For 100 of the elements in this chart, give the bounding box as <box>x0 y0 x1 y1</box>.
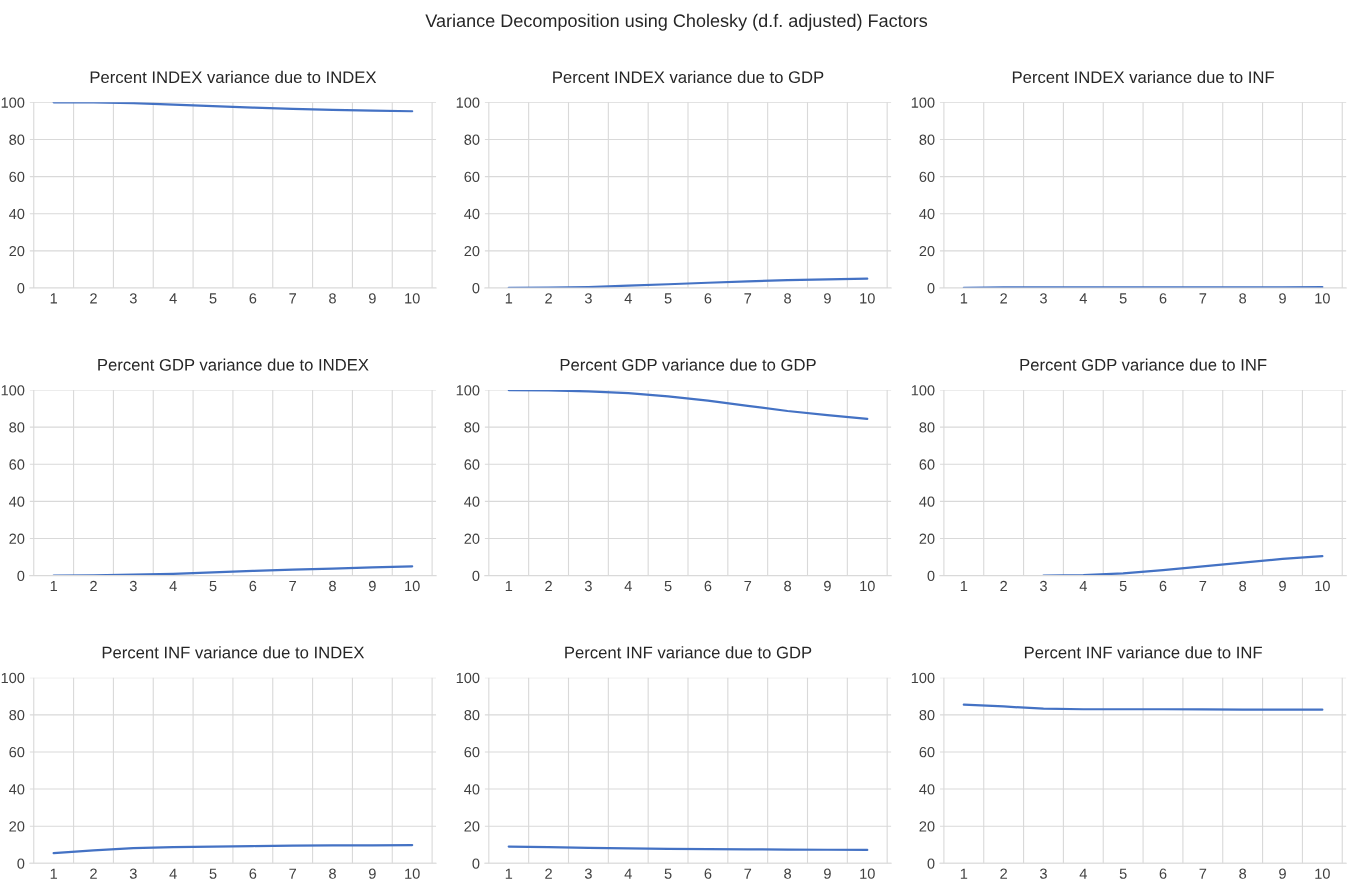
y-tick-label: 100 <box>456 385 480 396</box>
x-tick-label: 8 <box>784 293 792 304</box>
y-tick-label: 40 <box>9 496 25 507</box>
y-tick-label: 100 <box>456 672 480 684</box>
x-tick-label: 4 <box>624 868 632 879</box>
y-tick-label: 40 <box>464 496 480 507</box>
y-tick-label: 20 <box>464 533 480 544</box>
y-tick-label: 20 <box>919 533 935 544</box>
x-tick-label: 3 <box>584 868 592 879</box>
x-tick-label: 5 <box>209 868 217 879</box>
x-tick-label: 3 <box>129 868 137 879</box>
y-tick-label: 20 <box>464 245 480 257</box>
x-tick-label: 6 <box>249 580 257 592</box>
x-tick-label: 5 <box>664 581 672 592</box>
x-tick-label: 2 <box>90 580 97 592</box>
x-tick-label: 9 <box>824 868 831 879</box>
x-tick-label: 2 <box>1000 868 1007 879</box>
y-tick-label: 60 <box>464 747 480 758</box>
y-tick-label: 60 <box>919 459 935 470</box>
y-tick-label: 20 <box>9 821 25 832</box>
y-tick-label: 80 <box>464 709 480 721</box>
x-tick-label: 1 <box>505 293 513 304</box>
y-tick-label: 100 <box>1 672 25 684</box>
x-tick-label: 8 <box>329 580 336 592</box>
x-tick-label: 6 <box>1159 580 1167 592</box>
y-tick-label: 0 <box>472 283 480 294</box>
x-tick-label: 9 <box>368 868 376 879</box>
y-tick-label: 100 <box>911 97 935 108</box>
y-tick-label: 20 <box>919 821 935 832</box>
y-tick-label: 40 <box>919 208 935 220</box>
y-tick-label: 100 <box>1 97 25 108</box>
y-tick-label: 40 <box>9 208 25 220</box>
x-tick-label: 7 <box>1199 293 1207 304</box>
x-tick-label: 3 <box>1039 868 1047 879</box>
chart-title: Percent INDEX variance due to INDEX <box>90 70 377 84</box>
x-tick-label: 10 <box>860 580 875 592</box>
y-tick-label: 0 <box>472 858 480 869</box>
x-tick-label: 8 <box>784 580 792 592</box>
x-tick-label: 3 <box>1039 580 1047 592</box>
x-tick-label: 7 <box>744 581 752 592</box>
x-tick-label: 1 <box>505 581 513 592</box>
y-tick-label: 0 <box>17 570 25 582</box>
y-tick-label: 80 <box>9 422 25 433</box>
x-tick-label: 3 <box>129 293 137 304</box>
x-tick-label: 4 <box>1079 581 1087 592</box>
x-tick-label: 1 <box>505 868 513 879</box>
x-tick-label: 4 <box>624 581 632 592</box>
y-tick-label: 0 <box>927 858 935 869</box>
y-tick-label: 40 <box>9 784 25 795</box>
x-tick-label: 10 <box>860 868 875 879</box>
x-tick-label: 5 <box>664 868 672 879</box>
y-tick-label: 80 <box>919 709 935 721</box>
x-tick-label: 9 <box>824 580 831 592</box>
x-tick-label: 6 <box>1159 293 1167 304</box>
x-tick-label: 7 <box>1199 868 1207 879</box>
x-tick-label: 10 <box>405 868 420 879</box>
y-tick-label: 80 <box>9 709 25 721</box>
x-tick-label: 8 <box>329 293 336 304</box>
x-tick-label: 8 <box>784 868 792 879</box>
x-tick-label: 10 <box>405 293 420 304</box>
x-tick-label: 8 <box>1239 868 1247 879</box>
x-tick-label: 9 <box>1279 293 1286 304</box>
y-tick-label: 0 <box>927 283 935 294</box>
x-tick-label: 5 <box>1119 581 1127 592</box>
text: Variance Decomposition using Cholesky (d.f. adjusted) Factors <box>425 13 928 31</box>
line-series <box>507 390 869 420</box>
y-tick-label: 60 <box>9 459 25 470</box>
line-series <box>52 565 414 576</box>
x-tick-label: 3 <box>584 580 592 592</box>
line-series <box>1042 555 1324 576</box>
chart-title: Percent INDEX variance due to GDP <box>553 70 824 84</box>
x-tick-label: 2 <box>90 868 97 879</box>
y-tick-label: 0 <box>472 570 480 582</box>
x-tick-label: 6 <box>249 868 257 879</box>
x-tick-label: 1 <box>960 581 968 592</box>
y-tick-label: 0 <box>927 570 935 582</box>
x-tick-label: 10 <box>1315 868 1330 879</box>
y-tick-label: 60 <box>464 171 480 183</box>
chart-title: Percent GDP variance due to INDEX <box>98 358 369 371</box>
y-tick-label: 60 <box>464 459 480 470</box>
y-tick-label: 20 <box>9 533 25 544</box>
y-tick-label: 20 <box>9 245 25 257</box>
x-tick-label: 3 <box>129 580 137 592</box>
x-tick-label: 1 <box>50 581 58 592</box>
y-tick-label: 100 <box>456 97 480 108</box>
x-tick-label: 2 <box>545 868 552 879</box>
line-series <box>52 844 414 855</box>
x-tick-label: 5 <box>1119 868 1127 879</box>
x-tick-label: 6 <box>249 293 257 304</box>
y-tick-label: 0 <box>17 283 25 294</box>
y-tick-label: 0 <box>17 858 25 869</box>
x-tick-label: 1 <box>960 293 968 304</box>
chart-title: Percent INDEX variance due to INF <box>1012 70 1274 84</box>
y-tick-label: 40 <box>464 208 480 220</box>
x-tick-label: 2 <box>90 293 97 304</box>
y-tick-label: 100 <box>911 385 935 396</box>
chart-title: Percent GDP variance due to GDP <box>560 358 816 371</box>
x-tick-label: 5 <box>209 293 217 304</box>
x-tick-label: 2 <box>1000 580 1007 592</box>
x-tick-label: 7 <box>744 868 752 879</box>
